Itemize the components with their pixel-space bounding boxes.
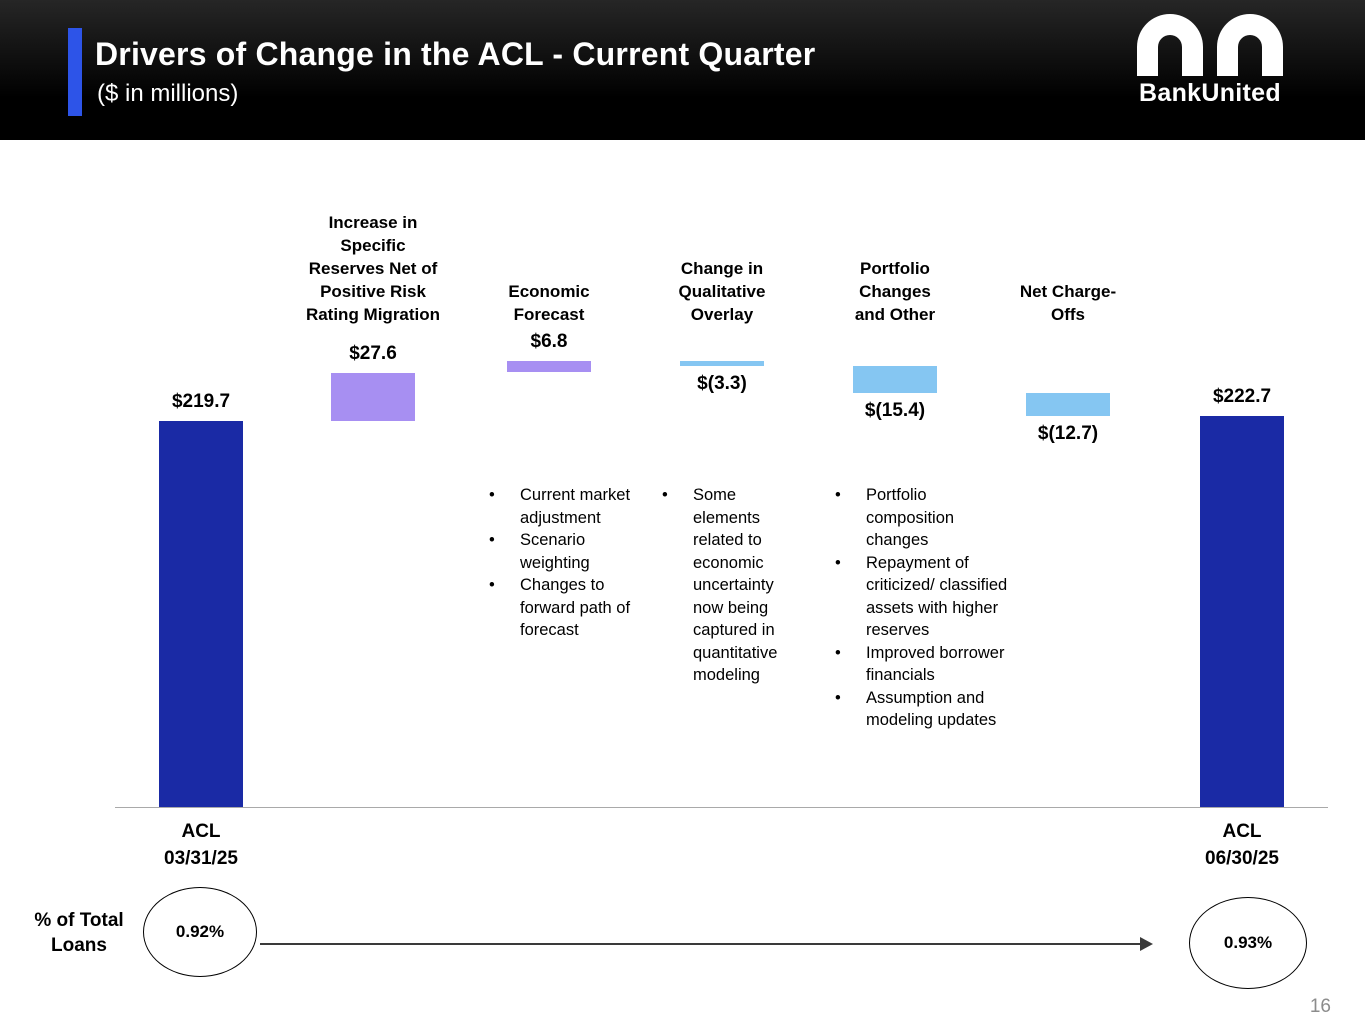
pct-total-loans-label: % of Total Loans	[34, 910, 124, 956]
column-bullets: Portfolio composition changesRepayment o…	[833, 484, 1017, 732]
trend-arrow-line	[260, 943, 1142, 945]
chart-baseline	[115, 807, 1328, 808]
bullet-item: Current market adjustment	[487, 484, 635, 529]
bullet-item: Assumption and modeling updates	[833, 687, 1017, 732]
bankunited-logo: BankUnited	[1133, 14, 1287, 108]
bar-value-label: $(3.3)	[697, 373, 747, 395]
page-title: Drivers of Change in the ACL - Current Q…	[95, 36, 816, 72]
bar-value-label: $219.7	[171, 391, 231, 412]
waterfall-bar-7	[1200, 415, 1284, 807]
bullet-item: Changes to forward path of forecast	[487, 574, 635, 642]
column-bullets: Current market adjustmentScenario weight…	[487, 484, 635, 642]
page-subtitle: ($ in millions)	[97, 80, 239, 107]
bar-value-label: $(12.7)	[1037, 422, 1099, 444]
pct-start-value: 0.92%	[175, 922, 225, 941]
axis-label: ACL 03/31/25	[164, 821, 238, 869]
trend-arrow-head-icon	[1140, 937, 1153, 951]
waterfall-bar-6	[1026, 393, 1110, 416]
bar-value-label: $(15.4)	[864, 400, 926, 422]
waterfall-bar-5	[853, 366, 937, 394]
pct-end-value: 0.93%	[1223, 933, 1273, 952]
pct-end-oval: 0.93%	[1189, 897, 1307, 989]
slide-header: Drivers of Change in the ACL - Current Q…	[0, 0, 1365, 140]
column-header: Net Charge- Offs	[1019, 282, 1117, 324]
bullet-item: Portfolio composition changes	[833, 484, 1017, 552]
waterfall-bar-1	[159, 421, 243, 807]
waterfall-bar-2	[331, 372, 415, 421]
pct-start-oval: 0.92%	[143, 887, 257, 977]
column-bullets: Some elements related to economic uncert…	[660, 484, 798, 687]
bullet-item: Scenario weighting	[487, 529, 635, 574]
bar-value-label: $6.8	[530, 330, 568, 352]
column-header: Change in Qualitative Overlay	[678, 259, 766, 324]
column-header: Increase in Specific Reserves Net of Pos…	[305, 213, 441, 324]
bullet-item: Repayment of criticized/ classified asse…	[833, 552, 1017, 642]
bullet-item: Improved borrower financials	[833, 642, 1017, 687]
bullet-item: Some elements related to economic uncert…	[660, 484, 798, 687]
page-number: 16	[1309, 996, 1331, 1017]
column-header: Portfolio Changes and Other	[854, 259, 936, 324]
bar-value-label: $222.7	[1212, 385, 1272, 407]
bankunited-logo-text: BankUnited	[1139, 79, 1281, 107]
bar-value-label: $27.6	[349, 342, 397, 364]
axis-label: ACL 06/30/25	[1205, 821, 1279, 869]
waterfall-bar-3	[507, 360, 591, 373]
waterfall-bar-4	[680, 360, 764, 367]
title-accent-bar	[68, 28, 82, 116]
column-header: Economic Forecast	[508, 282, 590, 324]
bankunited-arches-icon	[1137, 14, 1283, 76]
